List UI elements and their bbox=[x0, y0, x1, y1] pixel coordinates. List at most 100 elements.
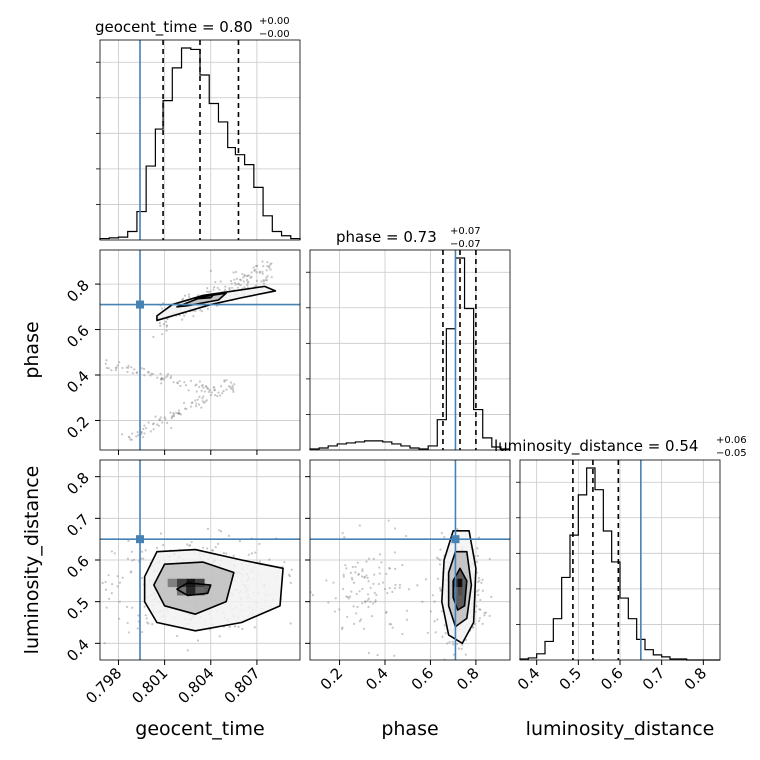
scatter-point-luminosity_distance_vs_phase bbox=[424, 578, 428, 581]
scatter-point-phase_vs_geocent_time bbox=[165, 329, 168, 332]
scatter-point-luminosity_distance_vs_phase bbox=[477, 593, 480, 597]
scatter-point-luminosity_distance_vs_phase bbox=[358, 524, 361, 527]
scatter-point-luminosity_distance_vs_phase bbox=[348, 595, 352, 598]
scatter-point-phase_vs_geocent_time bbox=[218, 394, 222, 397]
scatter-point-luminosity_distance_vs_phase bbox=[367, 557, 371, 560]
scatter-point-luminosity_distance_vs_phase bbox=[464, 638, 468, 642]
scatter-point-phase_vs_geocent_time bbox=[236, 286, 240, 289]
scatter-point-luminosity_distance_vs_phase bbox=[374, 599, 377, 602]
contour-line-phase_vs_geocent_time-0 bbox=[156, 285, 277, 322]
scatter-point-luminosity_distance_vs_phase bbox=[349, 571, 353, 574]
scatter-point-phase_vs_geocent_time bbox=[192, 315, 195, 318]
scatter-point-phase_vs_geocent_time bbox=[258, 270, 262, 273]
scatter-point-phase_vs_geocent_time bbox=[160, 378, 163, 381]
scatter-point-phase_vs_geocent_time bbox=[142, 427, 145, 431]
scatter-point-luminosity_distance_vs_phase bbox=[452, 643, 455, 646]
scatter-point-phase_vs_geocent_time bbox=[207, 290, 210, 293]
contour-line-luminosity_distance_vs_geocent_time-0 bbox=[143, 548, 284, 632]
scatter-point-luminosity_distance_vs_phase bbox=[366, 599, 369, 602]
scatter-point-luminosity_distance_vs_geocent_time bbox=[287, 573, 291, 576]
scatter-point-phase_vs_geocent_time bbox=[198, 385, 201, 389]
scatter-point-phase_vs_geocent_time bbox=[178, 412, 181, 415]
scatter-point-phase_vs_geocent_time bbox=[228, 286, 231, 290]
scatter-point-phase_vs_geocent_time bbox=[232, 271, 235, 274]
scatter-point-phase_vs_geocent_time bbox=[115, 366, 118, 370]
scatter-point-luminosity_distance_vs_phase bbox=[364, 600, 367, 604]
scatter-point-phase_vs_geocent_time bbox=[200, 310, 204, 313]
scatter-point-luminosity_distance_vs_phase bbox=[478, 619, 481, 623]
scatter-point-phase_vs_geocent_time bbox=[145, 427, 148, 430]
scatter-point-luminosity_distance_vs_geocent_time bbox=[233, 625, 237, 628]
scatter-point-phase_vs_geocent_time bbox=[149, 374, 152, 377]
scatter-point-luminosity_distance_vs_phase bbox=[359, 618, 363, 621]
histogram-luminosity_distance bbox=[519, 467, 720, 661]
scatter-point-luminosity_distance_vs_phase bbox=[478, 617, 481, 620]
scatter-point-phase_vs_geocent_time bbox=[250, 271, 253, 274]
scatter-point-luminosity_distance_vs_phase bbox=[364, 600, 367, 603]
scatter-point-phase_vs_geocent_time bbox=[140, 367, 144, 370]
scatter-point-phase_vs_geocent_time bbox=[230, 286, 234, 289]
scatter-point-luminosity_distance_vs_phase bbox=[471, 626, 474, 629]
scatter-point-luminosity_distance_vs_phase bbox=[387, 519, 390, 522]
scatter-point-phase_vs_geocent_time bbox=[250, 275, 253, 279]
xlabel-phase: phase bbox=[381, 718, 438, 740]
scatter-point-phase_vs_geocent_time bbox=[261, 260, 264, 263]
scatter-point-luminosity_distance_vs_phase bbox=[478, 579, 481, 582]
truth-marker-luminosity_distance_vs_phase bbox=[451, 535, 460, 544]
scatter-point-luminosity_distance_vs_phase bbox=[452, 653, 456, 656]
scatter-point-luminosity_distance_vs_geocent_time bbox=[144, 549, 147, 552]
scatter-point-luminosity_distance_vs_phase bbox=[484, 611, 488, 614]
scatter-point-phase_vs_geocent_time bbox=[189, 405, 193, 408]
scatter-point-luminosity_distance_vs_phase bbox=[488, 614, 491, 618]
scatter-point-phase_vs_geocent_time bbox=[234, 283, 238, 286]
scatter-point-luminosity_distance_vs_phase bbox=[421, 600, 424, 603]
scatter-point-luminosity_distance_vs_phase bbox=[439, 589, 442, 592]
scatter-point-luminosity_distance_vs_phase bbox=[361, 575, 364, 578]
panel-content-phase_vs_geocent_time bbox=[100, 250, 300, 450]
scatter-point-luminosity_distance_vs_phase bbox=[386, 592, 389, 595]
scatter-point-luminosity_distance_vs_phase bbox=[464, 653, 467, 656]
scatter-point-phase_vs_geocent_time bbox=[178, 412, 181, 415]
scatter-point-phase_vs_geocent_time bbox=[232, 388, 235, 392]
scatter-point-phase_vs_geocent_time bbox=[268, 266, 271, 269]
scatter-point-luminosity_distance_vs_phase bbox=[378, 566, 381, 569]
scatter-point-phase_vs_geocent_time bbox=[181, 297, 185, 300]
scatter-point-phase_vs_geocent_time bbox=[169, 377, 172, 380]
scatter-point-luminosity_distance_vs_geocent_time bbox=[125, 605, 129, 609]
scatter-point-luminosity_distance_vs_phase bbox=[369, 586, 372, 589]
scatter-point-luminosity_distance_vs_geocent_time bbox=[116, 585, 119, 588]
scatter-point-phase_vs_geocent_time bbox=[105, 359, 108, 362]
panel-content-luminosity_distance_vs_phase bbox=[310, 460, 510, 660]
scatter-point-luminosity_distance_vs_geocent_time bbox=[140, 576, 144, 580]
scatter-point-phase_vs_geocent_time bbox=[169, 375, 173, 378]
scatter-point-luminosity_distance_vs_geocent_time bbox=[110, 582, 114, 586]
scatter-point-luminosity_distance_vs_phase bbox=[431, 594, 434, 597]
scatter-point-phase_vs_geocent_time bbox=[170, 426, 173, 430]
scatter-point-phase_vs_geocent_time bbox=[169, 411, 172, 414]
scatter-point-luminosity_distance_vs_geocent_time bbox=[237, 625, 240, 628]
scatter-point-luminosity_distance_vs_phase bbox=[439, 548, 442, 551]
scatter-point-luminosity_distance_vs_geocent_time bbox=[143, 605, 146, 608]
scatter-point-phase_vs_geocent_time bbox=[194, 384, 197, 387]
scatter-point-luminosity_distance_vs_geocent_time bbox=[186, 649, 189, 652]
scatter-point-luminosity_distance_vs_phase bbox=[366, 576, 369, 579]
scatter-point-phase_vs_geocent_time bbox=[225, 388, 228, 391]
scatter-point-phase_vs_geocent_time bbox=[213, 388, 217, 392]
scatter-point-phase_vs_geocent_time bbox=[160, 382, 163, 385]
scatter-point-phase_vs_geocent_time bbox=[201, 397, 204, 400]
scatter-point-phase_vs_geocent_time bbox=[265, 279, 268, 282]
scatter-point-phase_vs_geocent_time bbox=[152, 428, 155, 431]
scatter-point-phase_vs_geocent_time bbox=[200, 406, 203, 409]
scatter-point-luminosity_distance_vs_phase bbox=[457, 647, 460, 650]
scatter-point-phase_vs_geocent_time bbox=[231, 384, 234, 387]
scatter-point-luminosity_distance_vs_phase bbox=[345, 595, 348, 598]
scatter-point-phase_vs_geocent_time bbox=[133, 368, 136, 371]
scatter-point-phase_vs_geocent_time bbox=[136, 430, 139, 434]
scatter-point-phase_vs_geocent_time bbox=[261, 272, 264, 275]
density-cell-luminosity_distance_vs_geocent_time-6 bbox=[195, 587, 205, 596]
scatter-point-luminosity_distance_vs_phase bbox=[437, 557, 440, 561]
scatter-point-luminosity_distance_vs_phase bbox=[393, 527, 397, 530]
scatter-point-luminosity_distance_vs_phase bbox=[346, 615, 349, 619]
scatter-point-phase_vs_geocent_time bbox=[238, 278, 242, 281]
scatter-point-phase_vs_geocent_time bbox=[249, 276, 252, 279]
